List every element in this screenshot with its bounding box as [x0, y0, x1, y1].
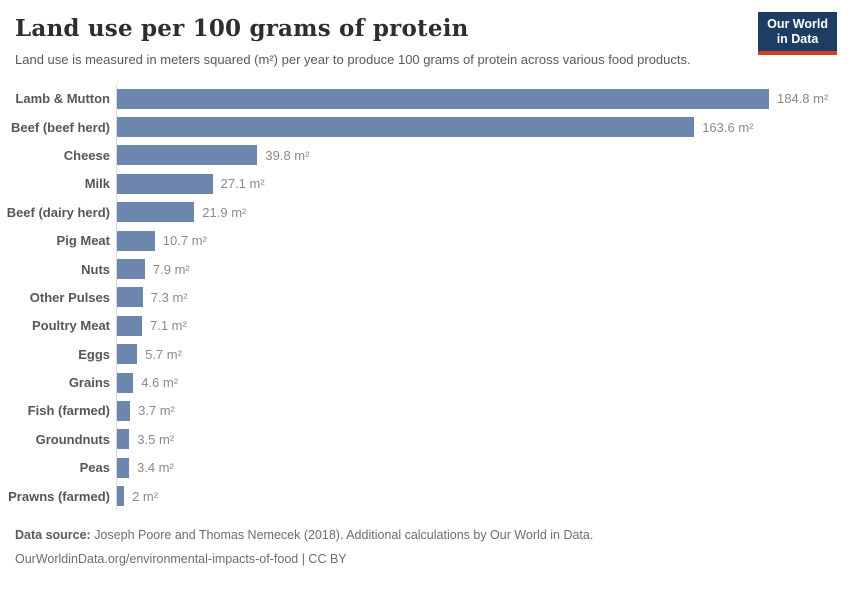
value-label: 7.9 m² [152, 261, 190, 277]
value-label: 39.8 m² [265, 147, 310, 163]
plot-area: 27.1 m² [116, 169, 850, 199]
chart-row: Poultry Meat 7.1 m² [0, 311, 850, 341]
bar[interactable] [117, 457, 129, 478]
value-label: 27.1 m² [220, 176, 265, 192]
chart-row: Pig Meat 10.7 m² [0, 226, 850, 255]
bar[interactable] [117, 145, 258, 166]
value-label: 7.3 m² [150, 289, 188, 305]
plot-area: 21.9 m² [116, 198, 850, 227]
bar[interactable] [117, 287, 143, 308]
owid-logo-line2: in Data [776, 32, 819, 46]
category-label: Fish (farmed) [27, 403, 110, 419]
license-line: OurWorldinData.org/environmental-impacts… [15, 552, 347, 567]
plot-area: 3.5 m² [116, 425, 850, 454]
value-label: 3.4 m² [137, 460, 174, 476]
chart-row: Eggs 5.7 m² [0, 340, 850, 369]
value-label: 7.1 m² [150, 318, 187, 334]
plot-area: 7.9 m² [116, 254, 850, 284]
page-title: Land use per 100 grams of protein [15, 15, 469, 42]
bar[interactable] [117, 372, 134, 393]
bar[interactable] [117, 486, 125, 507]
chart-header: Land use per 100 grams of protein Land u… [0, 0, 850, 70]
chart-row: Groundnuts 3.5 m² [0, 425, 850, 454]
value-label: 163.6 m² [702, 119, 754, 135]
value-label: 3.7 m² [138, 403, 175, 419]
category-label: Grains [68, 375, 110, 391]
plot-area: 4.6 m² [116, 368, 850, 397]
category-label: Nuts [81, 261, 110, 277]
chart-subtitle: Land use is measured in meters squared (… [15, 52, 691, 67]
category-label: Pig Meat [56, 233, 110, 249]
value-label: 21.9 m² [202, 204, 247, 220]
value-label: 4.6 m² [141, 375, 179, 391]
category-label: Lamb & Mutton [15, 91, 110, 107]
plot-area: 2 m² [116, 481, 850, 511]
chart-row: Peas 3.4 m² [0, 453, 850, 482]
chart-row: Milk 27.1 m² [0, 169, 850, 199]
category-label: Other Pulses [29, 289, 110, 305]
chart-row: Other Pulses 7.3 m² [0, 283, 850, 312]
value-label: 184.8 m² [777, 91, 829, 107]
data-source-line: Data source: Joseph Poore and Thomas Nem… [15, 524, 835, 548]
chart-row: Cheese 39.8 m² [0, 141, 850, 170]
bar[interactable] [117, 429, 130, 450]
category-label: Cheese [63, 147, 110, 163]
plot-area: 7.3 m² [116, 283, 850, 312]
plot-area: 5.7 m² [116, 340, 850, 369]
value-label: 5.7 m² [145, 346, 182, 362]
chart-footer: Data source: Joseph Poore and Thomas Nem… [0, 510, 850, 572]
category-label: Beef (beef herd) [11, 119, 110, 135]
category-label: Beef (dairy herd) [6, 204, 110, 220]
bar[interactable] [117, 230, 155, 251]
data-source-label: Data source: [15, 528, 91, 543]
bar[interactable] [117, 202, 195, 223]
bar[interactable] [117, 173, 213, 194]
chart-row: Prawns (farmed) 2 m² [0, 481, 850, 511]
plot-area: 184.8 m² [116, 84, 850, 113]
category-label: Eggs [78, 346, 110, 362]
chart-row: Beef (dairy herd) 21.9 m² [0, 198, 850, 227]
bar[interactable] [117, 315, 142, 336]
category-label: Peas [79, 460, 110, 476]
plot-area: 163.6 m² [116, 112, 850, 142]
category-label: Poultry Meat [31, 318, 110, 334]
owid-logo-line1: Our World [767, 17, 828, 31]
bar[interactable] [117, 259, 145, 280]
plot-area: 3.4 m² [116, 453, 850, 482]
bar-chart: Lamb & Mutton 184.8 m² Beef (beef herd) 163… [0, 84, 850, 511]
owid-logo[interactable]: Our World in Data [758, 12, 837, 55]
chart-row: Fish (farmed) 3.7 m² [0, 396, 850, 426]
chart-row: Grains 4.6 m² [0, 368, 850, 397]
bar[interactable] [117, 400, 131, 421]
category-label: Groundnuts [35, 431, 110, 447]
data-source-text: Joseph Poore and Thomas Nemecek (2018). … [90, 528, 594, 543]
chart-row: Lamb & Mutton 184.8 m² [0, 84, 850, 113]
chart-row: Beef (beef herd) 163.6 m² [0, 112, 850, 142]
bar[interactable] [117, 88, 769, 109]
plot-area: 7.1 m² [116, 311, 850, 341]
category-label: Milk [84, 176, 110, 192]
plot-area: 3.7 m² [116, 396, 850, 426]
plot-area: 10.7 m² [116, 226, 850, 255]
value-label: 10.7 m² [162, 233, 207, 249]
value-label: 3.5 m² [137, 431, 175, 447]
value-label: 2 m² [132, 488, 159, 504]
bar[interactable] [117, 117, 695, 138]
chart-row: Nuts 7.9 m² [0, 254, 850, 284]
plot-area: 39.8 m² [116, 141, 850, 170]
bar[interactable] [117, 344, 138, 365]
category-label: Prawns (farmed) [8, 488, 110, 504]
